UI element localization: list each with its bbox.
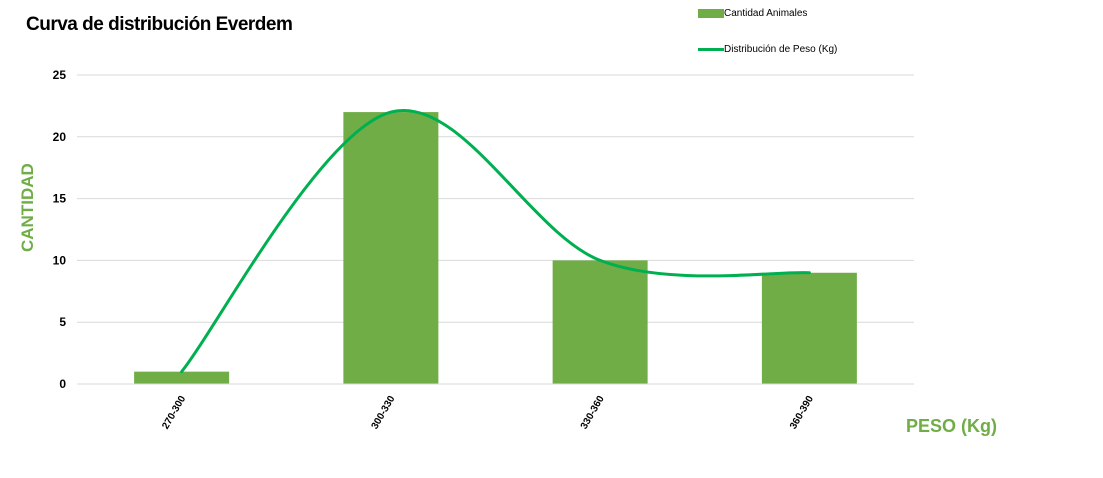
legend-bar-swatch-icon: [698, 9, 724, 18]
y-tick-label: 25: [53, 68, 67, 82]
bar: [761, 272, 857, 384]
x-axis-label: PESO (Kg): [906, 416, 998, 436]
y-tick-label: 20: [53, 130, 67, 144]
x-tick-label: 330-360: [579, 394, 607, 432]
y-tick-label: 15: [53, 192, 67, 206]
legend-item-bars: Cantidad Animales: [698, 8, 807, 19]
legend-label: Cantidad Animales: [724, 8, 808, 19]
x-tick-label: 270-300: [160, 394, 188, 432]
bar: [134, 371, 230, 384]
y-tick-label: 5: [59, 315, 66, 329]
x-tick-label: 300-330: [370, 394, 398, 432]
x-tick-label: 360-390: [788, 394, 816, 432]
y-tick-label: 0: [59, 377, 66, 391]
legend-line-swatch-icon: [698, 48, 724, 51]
bar: [343, 112, 439, 384]
y-tick-label: 10: [53, 253, 67, 267]
legend-label: Distribución de Peso (Kg): [724, 44, 838, 55]
legend-item-line: Distribución de Peso (Kg): [698, 44, 837, 55]
distribution-line: [180, 108, 811, 374]
bar: [552, 260, 648, 384]
chart-title: Curva de distribución Everdem: [26, 14, 293, 35]
